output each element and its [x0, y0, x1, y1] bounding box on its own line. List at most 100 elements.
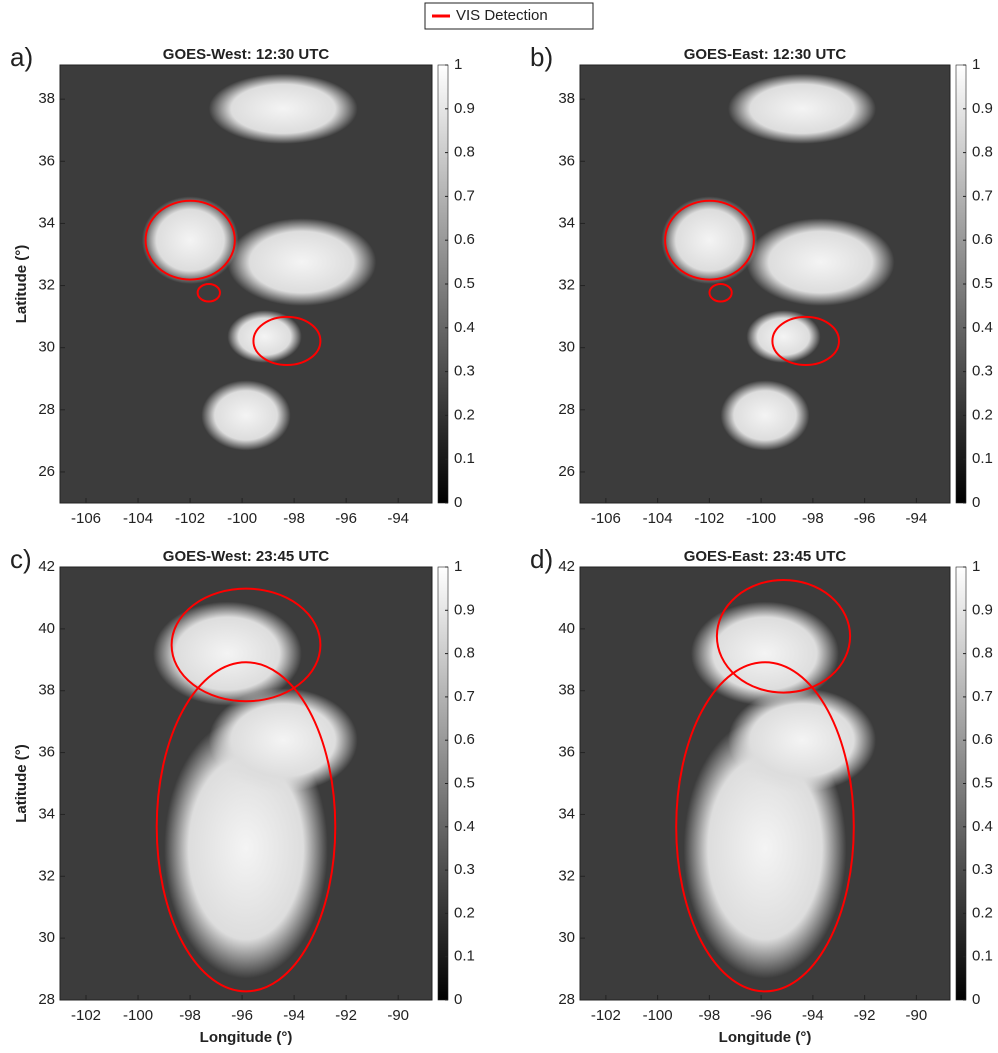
y-tick-label: 40: [558, 620, 575, 637]
colorbar-tick-label: 1: [972, 558, 980, 575]
y-tick-label: 30: [38, 929, 55, 946]
y-tick-label: 38: [558, 90, 575, 107]
x-tick-label: -98: [802, 510, 824, 527]
colorbar-tick-label: 0.5: [454, 774, 475, 791]
x-tick-label: -92: [335, 1007, 357, 1024]
y-tick-label: 36: [38, 152, 55, 169]
panel-title: GOES-East: 23:45 UTC: [684, 548, 847, 565]
cloud: [201, 380, 291, 451]
satellite-image: [60, 65, 432, 503]
y-tick-label: 32: [38, 277, 55, 294]
colorbar-tick-label: 0.4: [454, 319, 475, 336]
panel: b) GOES-East: 12:30 UTC -106 -104 -102 -100 -9…: [530, 42, 993, 527]
x-tick-label: -94: [283, 1007, 305, 1024]
y-tick-label: 34: [38, 214, 55, 231]
colorbar-tick-label: 0.6: [972, 731, 993, 748]
colorbar-tick-label: 0.8: [972, 144, 993, 161]
colorbar-tick-label: 0.3: [972, 363, 993, 380]
colorbar-tick-label: 0.3: [454, 861, 475, 878]
colorbar-tick-label: 0.2: [454, 406, 475, 423]
x-tick-label: -102: [591, 1007, 621, 1024]
panel: a) GOES-West: 12:30 UTC -106 -104 -102 -100 -9…: [10, 42, 475, 527]
y-tick-label: 30: [558, 339, 575, 356]
x-tick-label: -96: [750, 1007, 772, 1024]
satellite-image: [580, 65, 950, 503]
y-tick-label: 32: [558, 867, 575, 884]
y-tick-label: 32: [38, 867, 55, 884]
colorbar-tick-label: 0.6: [454, 731, 475, 748]
colorbar-tick-label: 0.3: [454, 363, 475, 380]
x-axis-label: Longitude (°): [200, 1029, 293, 1046]
cloud: [208, 73, 358, 144]
y-tick-label: 36: [558, 152, 575, 169]
cloud: [728, 73, 876, 144]
colorbar-tick-label: 0.7: [454, 688, 475, 705]
legend-label: VIS Detection: [456, 7, 548, 24]
detection-outline: [708, 283, 733, 303]
y-tick-label: 32: [558, 277, 575, 294]
y-tick-label: 42: [558, 558, 575, 575]
x-tick-label: -104: [643, 510, 673, 527]
detection-outline: [252, 315, 322, 367]
colorbar-tick-label: 0: [972, 991, 980, 1008]
legend: VIS Detection: [424, 2, 594, 30]
colorbar-tick-label: 1: [454, 558, 462, 575]
plot-frame: [59, 566, 433, 1001]
y-tick-label: 28: [558, 991, 575, 1008]
colorbar-tick-label: 0.4: [972, 818, 993, 835]
y-tick-label: 30: [558, 929, 575, 946]
colorbar-tick-label: 0: [454, 494, 462, 511]
detection-outline: [715, 578, 852, 694]
colorbar-tick-label: 0.7: [972, 688, 993, 705]
cloud: [661, 196, 758, 284]
colorbar-tick-label: 0.5: [454, 275, 475, 292]
colorbar-tick-label: 0.8: [972, 645, 993, 662]
colorbar-tick-label: 0.1: [454, 450, 475, 467]
panel-title: GOES-West: 12:30 UTC: [163, 46, 330, 63]
legend-box: [424, 2, 594, 30]
colorbar-tick-label: 0.2: [972, 904, 993, 921]
x-tick-label: -100: [746, 510, 776, 527]
colorbar-tick-label: 0.6: [972, 231, 993, 248]
y-tick-label: 26: [38, 463, 55, 480]
x-tick-label: -98: [283, 510, 305, 527]
y-tick-label: 36: [558, 744, 575, 761]
cloud: [141, 196, 239, 284]
y-axis-label: Latitude (°): [13, 744, 30, 823]
plot-frame: [579, 64, 951, 504]
panel-title: GOES-West: 23:45 UTC: [163, 548, 330, 565]
y-axis-label: Latitude (°): [13, 245, 30, 324]
colorbar-tick-label: 1: [972, 56, 980, 73]
x-tick-label: -106: [71, 510, 101, 527]
panel: d) GOES-East: 23:45 UTC -102 -100 -98 -96 -94 -…: [530, 544, 993, 1046]
colorbar-tick-label: 0.3: [972, 861, 993, 878]
colorbar-tick-label: 0.5: [972, 774, 993, 791]
colorbar-tick-label: 0.4: [972, 319, 993, 336]
y-tick-label: 38: [558, 682, 575, 699]
satellite-image: [60, 567, 432, 1000]
y-tick-label: 34: [558, 805, 575, 822]
cloud: [153, 601, 302, 706]
y-tick-label: 42: [38, 558, 55, 575]
x-tick-label: -102: [175, 510, 205, 527]
x-tick-label: -100: [643, 1007, 673, 1024]
x-tick-label: -92: [854, 1007, 876, 1024]
y-tick-label: 28: [38, 401, 55, 418]
y-tick-label: 36: [38, 744, 55, 761]
plot-frame: [579, 566, 951, 1001]
colorbar-tick-label: 0.9: [972, 100, 993, 117]
detection-outline: [155, 661, 337, 993]
colorbar-tick-label: 0.9: [972, 601, 993, 618]
x-tick-label: -94: [387, 510, 409, 527]
panel-label: b): [530, 42, 553, 72]
x-tick-label: -94: [906, 510, 928, 527]
cloud: [691, 601, 839, 706]
x-axis-label: Longitude (°): [719, 1029, 812, 1046]
x-tick-label: -102: [71, 1007, 101, 1024]
cloud: [746, 310, 821, 363]
plot-frame: [59, 64, 433, 504]
y-tick-label: 28: [38, 991, 55, 1008]
colorbar-tick-label: 0.4: [454, 818, 475, 835]
colorbar-tick-label: 0.2: [972, 406, 993, 423]
colorbar-tick-label: 0.9: [454, 100, 475, 117]
